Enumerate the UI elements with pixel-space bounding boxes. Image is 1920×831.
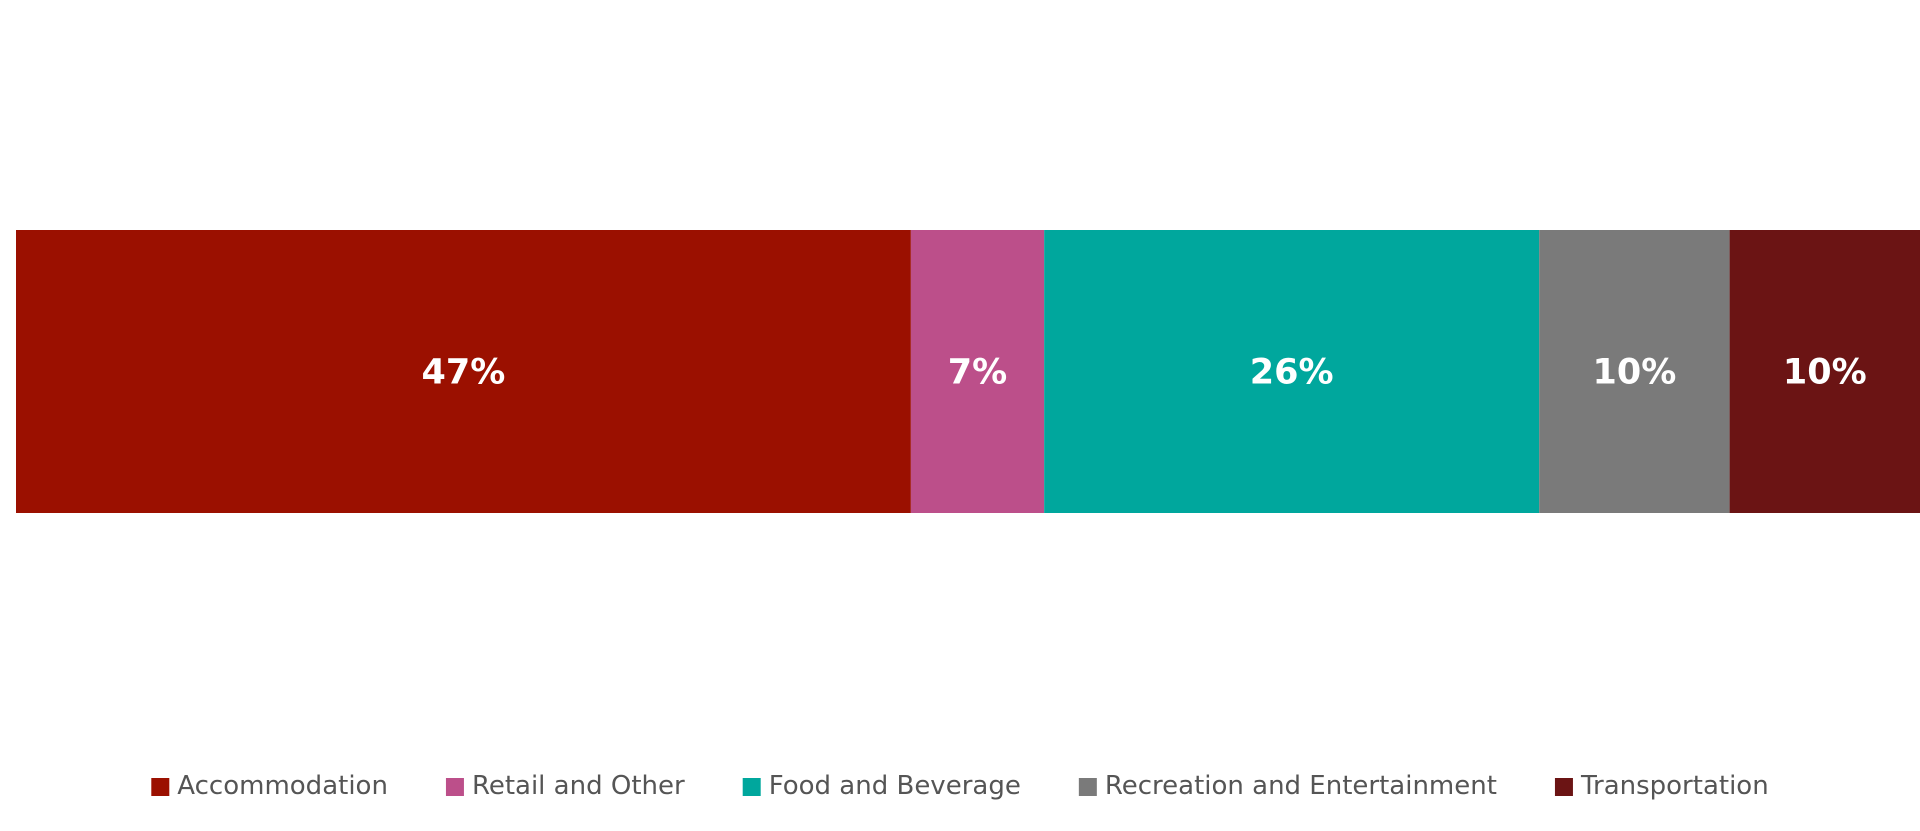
segment-labels: 47% 7% 26% 10% 10%	[422, 353, 1867, 393]
data-label-accommodation: 47%	[422, 353, 506, 393]
bar-segment-retail-and-other	[910, 230, 1045, 513]
legend-swatch-retail-and-other	[445, 778, 464, 796]
data-label-transportation: 10%	[1783, 353, 1867, 393]
data-label-retail-and-other: 7%	[948, 353, 1007, 393]
legend-label-transportation: Transportation	[1580, 771, 1769, 801]
legend-label-food-and-beverage: Food and Beverage	[769, 771, 1021, 801]
bar-segment-accommodation	[16, 230, 911, 513]
bar-segment-transportation	[1729, 230, 1920, 513]
legend-label-retail-and-other: Retail and Other	[472, 771, 685, 801]
bar-segments	[16, 230, 1920, 513]
data-label-recreation-and-entertainment: 10%	[1593, 353, 1677, 393]
legend-swatch-transportation	[1554, 778, 1573, 796]
legend-label-recreation-and-entertainment: Recreation and Entertainment	[1105, 771, 1497, 801]
legend-swatch-accommodation	[151, 778, 170, 796]
legend-label-accommodation: Accommodation	[177, 771, 388, 801]
data-label-food-and-beverage: 26%	[1250, 353, 1334, 393]
legend-swatch-recreation-and-entertainment	[1078, 778, 1097, 796]
legend-swatch-food-and-beverage	[742, 778, 761, 796]
bar-segment-food-and-beverage	[1044, 230, 1540, 513]
bar-segment-recreation-and-entertainment	[1539, 230, 1730, 513]
legend: Accommodation Retail and Other Food and Be…	[151, 771, 1769, 801]
